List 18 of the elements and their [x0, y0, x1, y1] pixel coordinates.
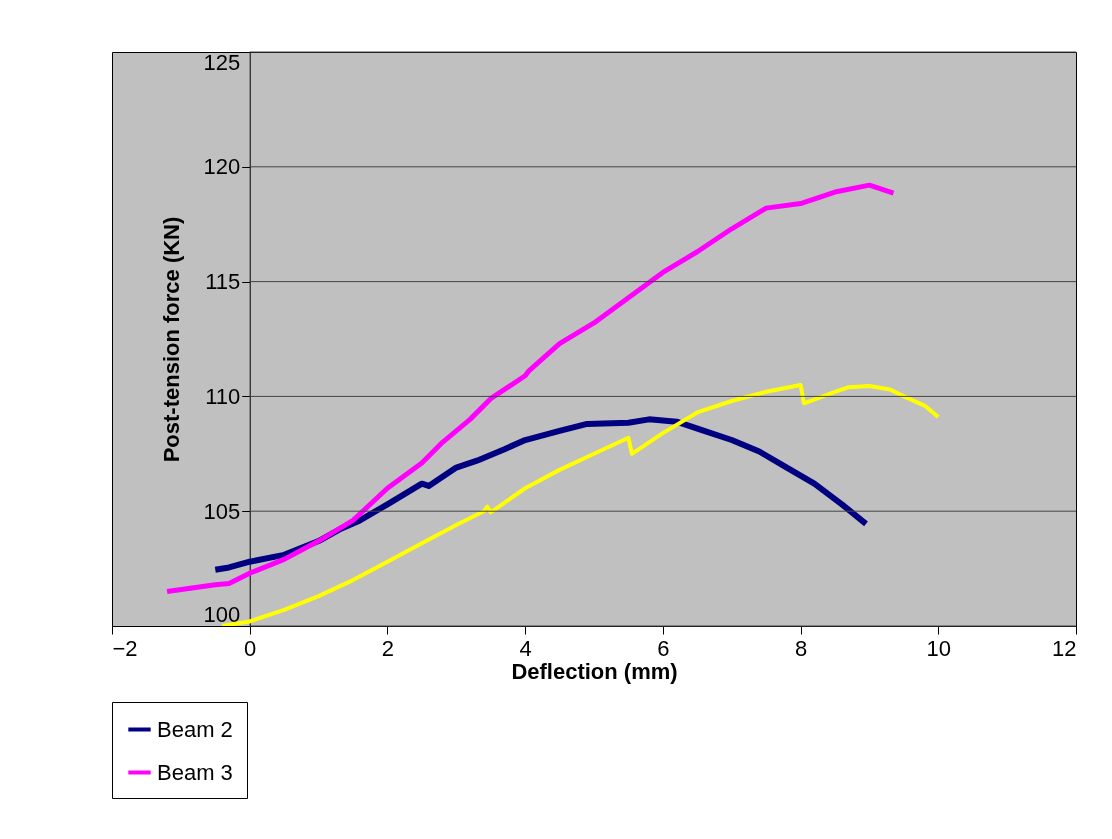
- y-tick-label: 105: [203, 498, 241, 524]
- x-tick-label: 6: [657, 635, 670, 661]
- y-tick-label: 100: [203, 601, 241, 627]
- x-tick-label: 0: [244, 635, 257, 661]
- y-tick-label: 115: [205, 269, 241, 295]
- y-tick-label: 120: [203, 154, 241, 180]
- x-axis-title: Deflection (mm): [511, 658, 678, 684]
- x-tick-label: 8: [794, 635, 808, 661]
- x-tick-label: 10: [926, 635, 952, 661]
- x-tick-label: 12: [1052, 635, 1077, 661]
- y-axis-title: Post-tension force (KN): [158, 216, 184, 463]
- legend-label: Beam 3: [157, 759, 233, 785]
- x-tick-label: 2: [381, 635, 395, 661]
- x-tick-label: 4: [519, 635, 532, 661]
- x-tick-label: −2: [112, 635, 138, 661]
- y-tick-label: 110: [205, 383, 241, 409]
- legend-label: Beam 2: [157, 716, 233, 742]
- y-tick-label: 125: [203, 49, 241, 75]
